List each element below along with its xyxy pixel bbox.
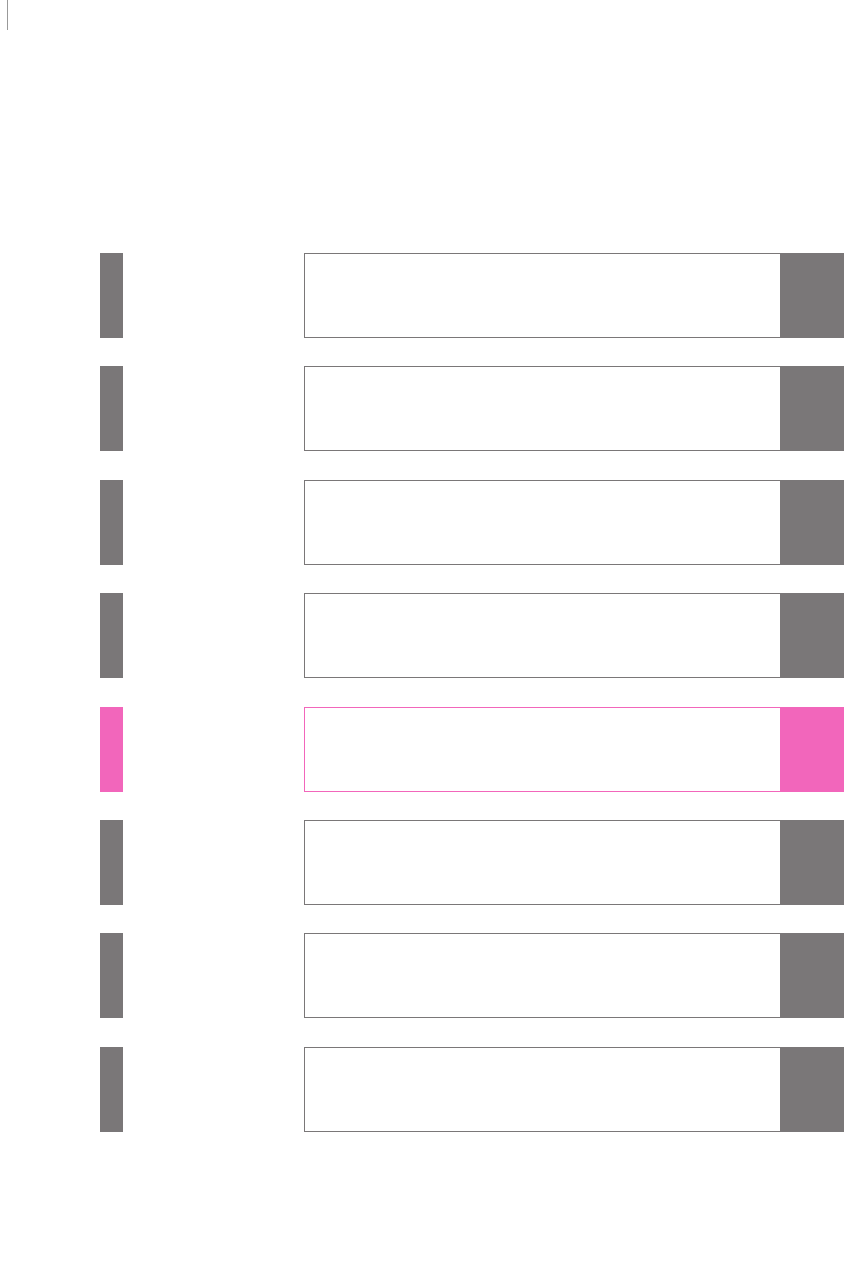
left-tab [100,366,123,451]
section-box [304,366,781,451]
right-tab [780,933,844,1018]
section-box [304,1047,781,1132]
right-tab [780,253,844,338]
right-tab [780,1047,844,1132]
section-box [304,933,781,1018]
section-box [304,253,781,338]
left-tab [100,593,123,678]
left-tab [100,820,123,905]
left-tab [100,1047,123,1132]
right-tab [780,707,844,792]
right-tab [780,480,844,565]
section-box [304,480,781,565]
section-box [304,707,781,792]
left-tab [100,707,123,792]
section-box [304,593,781,678]
left-tab [100,253,123,338]
right-tab [780,820,844,905]
left-tab [100,933,123,1018]
section-box [304,820,781,905]
right-tab [780,366,844,451]
right-tab [780,593,844,678]
left-tab [100,480,123,565]
